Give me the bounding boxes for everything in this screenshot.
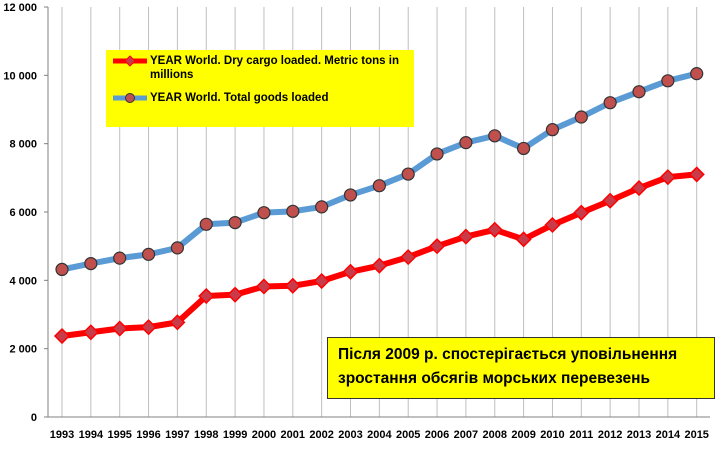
data-point-dry-cargo bbox=[342, 263, 359, 280]
x-tick-label: 2005 bbox=[396, 429, 420, 441]
data-point-total-goods bbox=[488, 129, 502, 143]
x-tick-label: 1997 bbox=[165, 429, 189, 441]
x-tick-label: 2014 bbox=[656, 429, 681, 441]
data-point-total-goods bbox=[401, 167, 415, 181]
data-point-dry-cargo bbox=[573, 204, 590, 221]
data-point-dry-cargo bbox=[313, 272, 330, 290]
x-tick-label: 2003 bbox=[338, 429, 362, 441]
data-point-dry-cargo bbox=[82, 324, 99, 341]
x-tick-label: 2013 bbox=[627, 429, 651, 441]
data-point-dry-cargo bbox=[227, 286, 244, 303]
x-tick-labels: 1993 1994 1995 1996 1997 1998 1999 2000 2001 2002… bbox=[50, 429, 709, 441]
data-point-dry-cargo bbox=[428, 238, 446, 255]
x-tick-label: 2004 bbox=[367, 429, 392, 441]
y-tick-label: 12 000 bbox=[3, 2, 37, 14]
data-point-total-goods bbox=[170, 241, 184, 255]
data-point-total-goods bbox=[661, 74, 675, 88]
legend: YEAR World. Dry cargo loaded. Metric ton… bbox=[106, 50, 414, 127]
legend-item-dry-cargo: YEAR World. Dry cargo loaded. Metric ton… bbox=[112, 54, 408, 82]
data-point-dry-cargo bbox=[602, 192, 619, 209]
x-tick-label: 2008 bbox=[483, 429, 507, 441]
data-point-dry-cargo bbox=[371, 257, 388, 274]
data-point-total-goods bbox=[84, 256, 98, 271]
series-layer bbox=[53, 67, 705, 345]
data-point-total-goods bbox=[315, 200, 329, 214]
x-tick-label: 2015 bbox=[684, 429, 708, 441]
x-tick-label: 2012 bbox=[598, 429, 622, 441]
data-point-dry-cargo bbox=[198, 287, 215, 305]
data-point-dry-cargo bbox=[486, 221, 503, 238]
legend-key-dry-cargo bbox=[113, 55, 147, 67]
data-point-total-goods bbox=[372, 179, 386, 193]
data-point-total-goods bbox=[545, 123, 560, 137]
data-point-total-goods bbox=[603, 96, 617, 110]
y-tick-label: 2 000 bbox=[9, 344, 37, 356]
data-point-total-goods bbox=[286, 204, 300, 218]
x-tick-label: 1993 bbox=[50, 429, 74, 441]
data-point-total-goods bbox=[632, 85, 646, 99]
y-tick-label: 0 bbox=[31, 412, 37, 424]
x-tick-label: 1998 bbox=[194, 429, 218, 441]
series-dry-cargo bbox=[53, 166, 705, 345]
data-point-total-goods bbox=[199, 217, 213, 231]
x-tick-label: 2009 bbox=[511, 429, 535, 441]
series-total-goods bbox=[55, 67, 704, 276]
x-tick-label: 2011 bbox=[569, 429, 593, 441]
y-tick-label: 8 000 bbox=[9, 139, 37, 151]
legend-key-total-goods bbox=[113, 93, 147, 103]
legend-label-total-goods: YEAR World. Total goods loaded bbox=[150, 92, 329, 104]
y-tick-label: 6 000 bbox=[9, 207, 37, 219]
x-tick-label: 1995 bbox=[107, 429, 131, 441]
data-point-total-goods bbox=[113, 251, 127, 265]
data-point-total-goods bbox=[343, 188, 358, 202]
data-point-dry-cargo bbox=[515, 231, 532, 248]
data-point-total-goods bbox=[516, 141, 531, 156]
data-point-dry-cargo bbox=[544, 216, 561, 234]
data-point-total-goods bbox=[690, 67, 704, 81]
y-tick-labels: 0 2 000 4 000 6 000 8 000 10 000 12 000 bbox=[3, 2, 48, 424]
data-point-total-goods bbox=[459, 136, 473, 150]
data-point-dry-cargo bbox=[630, 180, 648, 197]
x-tick-label: 2000 bbox=[252, 429, 276, 441]
data-point-dry-cargo bbox=[400, 249, 417, 266]
legend-item-total-goods: YEAR World. Total goods loaded bbox=[112, 91, 408, 105]
data-point-dry-cargo bbox=[284, 277, 301, 294]
y-tick-label: 4 000 bbox=[9, 275, 37, 287]
annotation-box: Після 2009 р. спостерігається уповільнен… bbox=[327, 337, 715, 399]
x-tick-label: 1999 bbox=[223, 429, 247, 441]
x-tick-label: 2007 bbox=[454, 429, 478, 441]
data-point-dry-cargo bbox=[140, 319, 157, 336]
data-point-total-goods bbox=[228, 215, 242, 230]
data-point-dry-cargo bbox=[111, 320, 128, 337]
x-tick-label: 2001 bbox=[281, 429, 305, 441]
data-point-total-goods bbox=[141, 247, 156, 261]
data-point-dry-cargo bbox=[688, 166, 705, 183]
legend-label-dry-cargo: YEAR World. Dry cargo loaded. Metric ton… bbox=[150, 55, 399, 81]
x-tick-label: 1994 bbox=[79, 429, 104, 441]
data-point-dry-cargo bbox=[53, 327, 71, 345]
data-point-total-goods bbox=[574, 110, 588, 124]
data-point-total-goods bbox=[257, 206, 271, 220]
data-point-dry-cargo bbox=[255, 278, 273, 295]
data-point-dry-cargo bbox=[659, 169, 676, 186]
data-point-dry-cargo bbox=[457, 228, 474, 245]
y-tick-label: 10 000 bbox=[3, 70, 37, 82]
data-point-total-goods bbox=[55, 262, 69, 276]
data-point-dry-cargo bbox=[169, 314, 186, 331]
data-point-total-goods bbox=[430, 147, 444, 161]
x-tick-label: 2002 bbox=[309, 429, 333, 441]
x-tick-label: 2010 bbox=[540, 429, 564, 441]
x-tick-label: 1996 bbox=[136, 429, 160, 441]
x-tick-label: 2006 bbox=[425, 429, 449, 441]
